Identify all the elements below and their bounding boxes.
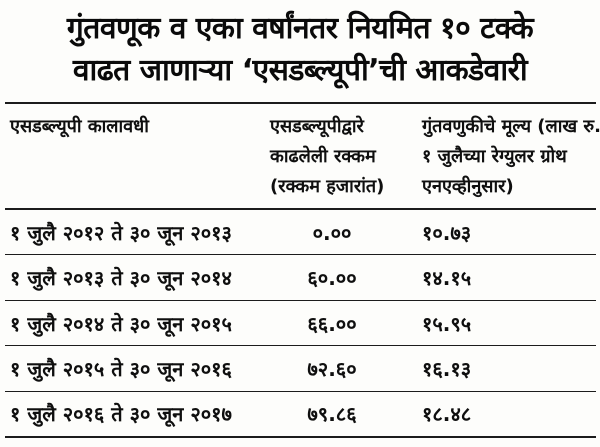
period-cell: १ जुलै २०१४ ते ३० जून २०१५ xyxy=(10,311,232,336)
swp-data-table: एसडब्ल्यूपी कालावधी एसडब्ल्यूपीद्वारे का… xyxy=(5,102,600,438)
header-withdrawn-line1: एसडब्ल्यूपीद्वारे xyxy=(270,116,364,137)
header-period: एसडब्ल्यूपी कालावधी xyxy=(5,112,270,202)
withdrawn-cell: ७९.८६ xyxy=(307,402,357,427)
header-value: गुंतवणुकीचे मूल्य (लाख रु.) १ जुलैच्या र… xyxy=(422,112,600,202)
table-body: १ जुलै २०१२ ते ३० जून २०१३ ०.०० १०.७३ १ … xyxy=(5,210,596,436)
table-row: १ जुलै २०१६ ते ३० जून २०१७ ७९.८६ १८.४८ xyxy=(5,392,596,436)
period-cell: १ जुलै २०१५ ते ३० जून २०१६ xyxy=(10,356,232,381)
value-cell: १८.४८ xyxy=(422,402,472,427)
header-value-line1: गुंतवणुकीचे मूल्य (लाख रु.) xyxy=(422,116,600,137)
header-period-label: एसडब्ल्यूपी कालावधी xyxy=(10,116,149,137)
withdrawn-cell: ७२.६० xyxy=(307,356,357,381)
withdrawn-cell: ०.०० xyxy=(312,220,352,245)
header-withdrawn: एसडब्ल्यूपीद्वारे काढलेली रक्कम (रक्कम ह… xyxy=(270,112,422,202)
title-line-2: वाढत जाणाऱ्या ‘एसडब्ल्यूपी’ची आकडेवारी xyxy=(72,53,528,88)
table-row: १ जुलै २०१३ ते ३० जून २०१४ ६०.०० १४.१५ xyxy=(5,255,596,301)
header-value-line2: १ जुलैच्या रेग्युलर ग्रोथ xyxy=(422,146,567,167)
header-value-line3: एनएव्हीनुसार) xyxy=(422,176,514,197)
page-title: गुंतवणूक व एका वर्षांनतर नियमित १० टक्के… xyxy=(6,8,594,92)
table-header-row: एसडब्ल्यूपी कालावधी एसडब्ल्यूपीद्वारे का… xyxy=(5,104,600,210)
period-cell: १ जुलै २०१३ ते ३० जून २०१४ xyxy=(10,266,232,291)
value-cell: १५.९५ xyxy=(422,311,472,336)
value-cell: १६.१३ xyxy=(422,356,472,381)
period-cell: १ जुलै २०१६ ते ३० जून २०१७ xyxy=(10,402,232,427)
title-line-1: गुंतवणूक व एका वर्षांनतर नियमित १० टक्के xyxy=(66,11,534,46)
withdrawn-cell: ६६.०० xyxy=(307,311,357,336)
value-cell: १४.१५ xyxy=(422,266,472,291)
table-row: १ जुलै २०१५ ते ३० जून २०१६ ७२.६० १६.१३ xyxy=(5,346,596,392)
table-row: १ जुलै २०१२ ते ३० जून २०१३ ०.०० १०.७३ xyxy=(5,210,596,256)
header-withdrawn-line3: (रक्कम हजारांत) xyxy=(270,176,385,197)
period-cell: १ जुलै २०१२ ते ३० जून २०१३ xyxy=(10,220,232,245)
withdrawn-cell: ६०.०० xyxy=(307,266,357,291)
value-cell: १०.७३ xyxy=(422,220,472,245)
header-withdrawn-line2: काढलेली रक्कम xyxy=(270,146,376,167)
table-row: १ जुलै २०१४ ते ३० जून २०१५ ६६.०० १५.९५ xyxy=(5,301,596,347)
